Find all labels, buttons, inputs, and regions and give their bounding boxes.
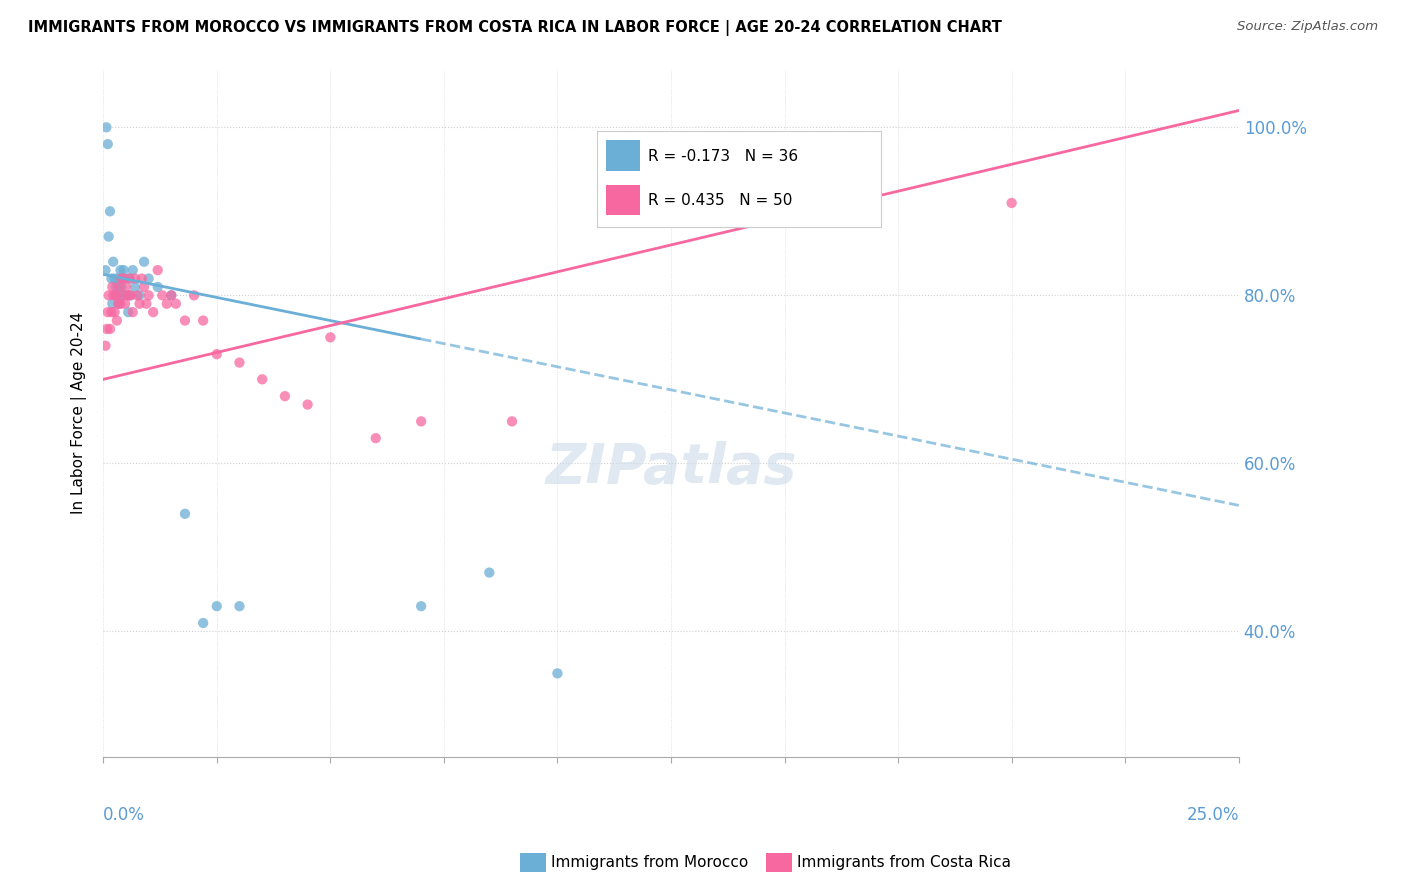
Point xyxy=(103,288,125,302)
Point xyxy=(103,271,125,285)
Point xyxy=(112,263,135,277)
Point xyxy=(118,271,141,285)
Y-axis label: In Labor Force | Age 20-24: In Labor Force | Age 20-24 xyxy=(72,312,87,514)
Point xyxy=(107,271,129,285)
Point xyxy=(478,566,501,580)
Point xyxy=(100,305,122,319)
Point xyxy=(121,263,143,277)
Point xyxy=(101,297,124,311)
Point xyxy=(120,288,142,302)
Point xyxy=(174,507,197,521)
Point xyxy=(104,280,127,294)
Point xyxy=(135,297,157,311)
Point xyxy=(191,313,214,327)
Point xyxy=(364,431,387,445)
Point xyxy=(165,297,187,311)
Point xyxy=(100,271,122,285)
Point xyxy=(94,339,117,353)
Point xyxy=(501,414,523,428)
Point xyxy=(183,288,205,302)
Point xyxy=(94,263,117,277)
Point xyxy=(98,204,121,219)
Point xyxy=(114,271,136,285)
Point xyxy=(120,288,142,302)
Point xyxy=(114,297,136,311)
Point xyxy=(1001,196,1024,211)
Point xyxy=(98,322,121,336)
Point xyxy=(117,288,139,302)
Text: 0.0%: 0.0% xyxy=(103,805,145,823)
Point xyxy=(411,414,433,428)
Text: ZIPatlas: ZIPatlas xyxy=(546,441,797,495)
Point xyxy=(124,280,146,294)
Point xyxy=(156,297,179,311)
Point xyxy=(110,271,132,285)
Point xyxy=(108,280,131,294)
Point xyxy=(411,599,433,614)
Point xyxy=(97,305,120,319)
Point xyxy=(103,305,125,319)
Point xyxy=(110,263,132,277)
Point xyxy=(105,288,128,302)
Point xyxy=(297,398,319,412)
Point xyxy=(128,288,150,302)
Text: Immigrants from Morocco: Immigrants from Morocco xyxy=(551,855,748,870)
Point xyxy=(115,280,138,294)
Point xyxy=(138,271,160,285)
Text: Immigrants from Costa Rica: Immigrants from Costa Rica xyxy=(797,855,1011,870)
Point xyxy=(132,280,155,294)
Point xyxy=(111,288,134,302)
Point xyxy=(228,355,250,369)
Point xyxy=(96,120,118,135)
Point xyxy=(132,254,155,268)
Point xyxy=(118,271,141,285)
Point xyxy=(105,313,128,327)
Point xyxy=(111,288,134,302)
Point xyxy=(124,271,146,285)
Point xyxy=(115,288,138,302)
Point xyxy=(319,330,342,344)
Point xyxy=(103,254,125,268)
Text: IMMIGRANTS FROM MOROCCO VS IMMIGRANTS FROM COSTA RICA IN LABOR FORCE | AGE 20-24: IMMIGRANTS FROM MOROCCO VS IMMIGRANTS FR… xyxy=(28,20,1002,36)
Point xyxy=(97,137,120,152)
Point xyxy=(127,288,149,302)
Point xyxy=(108,297,131,311)
Text: 25.0%: 25.0% xyxy=(1187,805,1239,823)
Point xyxy=(546,666,568,681)
Point xyxy=(107,297,129,311)
Point xyxy=(117,305,139,319)
Point xyxy=(205,347,228,361)
Point xyxy=(104,288,127,302)
Point xyxy=(110,297,132,311)
Point xyxy=(250,372,273,386)
Point xyxy=(96,322,118,336)
Point xyxy=(138,288,160,302)
Point xyxy=(146,263,169,277)
Point xyxy=(150,288,173,302)
Point xyxy=(728,204,751,219)
Point xyxy=(131,271,153,285)
Point xyxy=(112,271,135,285)
Point xyxy=(101,280,124,294)
Point xyxy=(205,599,228,614)
Point xyxy=(128,297,150,311)
Text: Source: ZipAtlas.com: Source: ZipAtlas.com xyxy=(1237,20,1378,33)
Point xyxy=(160,288,183,302)
Point xyxy=(228,599,250,614)
Point xyxy=(146,280,169,294)
Point xyxy=(160,288,183,302)
Point xyxy=(97,229,120,244)
Point xyxy=(174,313,197,327)
Point xyxy=(191,615,214,630)
Point xyxy=(142,305,165,319)
Point xyxy=(274,389,297,403)
Point xyxy=(121,305,143,319)
Point xyxy=(110,280,132,294)
Point xyxy=(97,288,120,302)
